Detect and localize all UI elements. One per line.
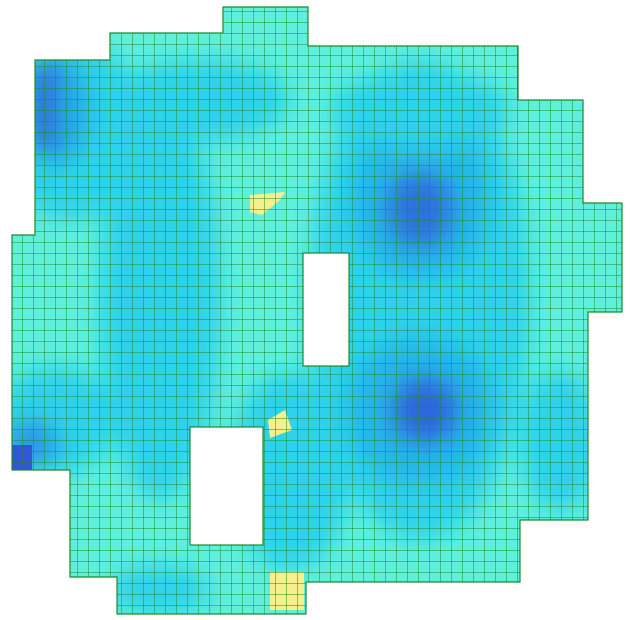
opening — [303, 253, 349, 366]
slab — [0, 0, 630, 620]
mesh — [0, 0, 630, 620]
opening — [190, 427, 263, 545]
fem-contour-plot — [0, 0, 630, 620]
